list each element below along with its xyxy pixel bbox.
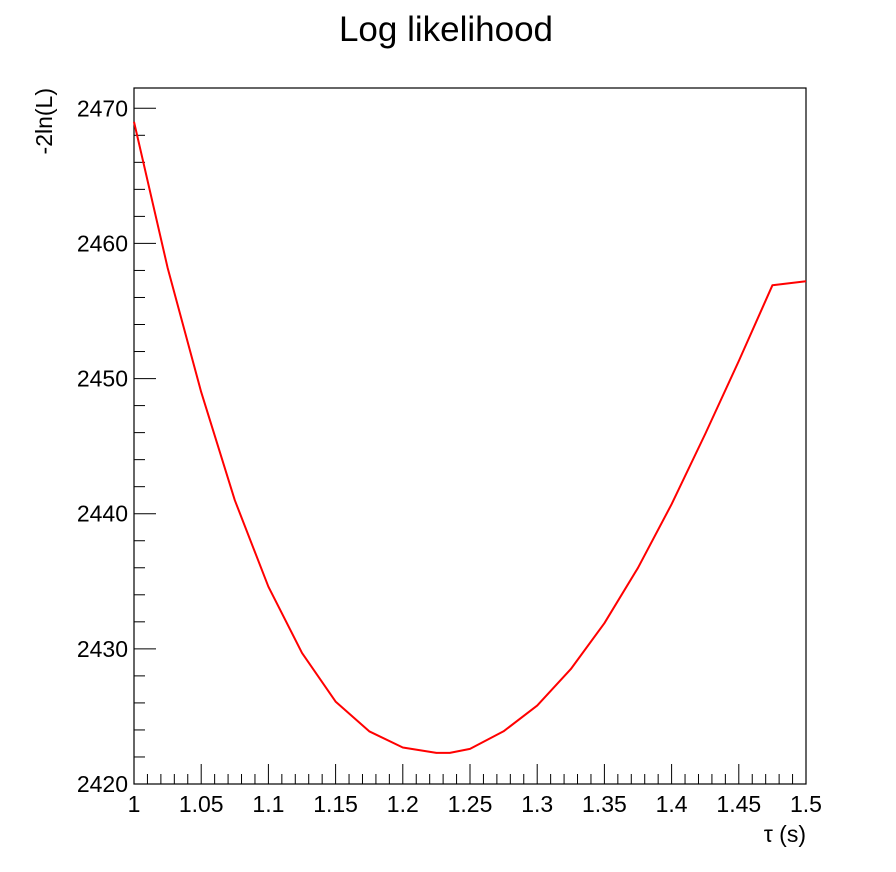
chart-title: Log likelihood bbox=[339, 10, 553, 49]
x-tick-label: 1.2 bbox=[387, 791, 419, 817]
y-tick-label: 2430 bbox=[77, 636, 128, 662]
x-tick-label: 1.35 bbox=[582, 791, 627, 817]
series-group bbox=[133, 121, 807, 754]
y-tick-label: 2460 bbox=[77, 230, 128, 256]
x-tick-label: 1.5 bbox=[790, 791, 822, 817]
x-axis-title: τ (s) bbox=[764, 821, 806, 847]
x-tick-label: 1.3 bbox=[521, 791, 553, 817]
series-line bbox=[133, 121, 807, 754]
x-tick-label: 1.45 bbox=[716, 791, 761, 817]
x-axis-tick-labels: 1 1.05 1.1 1.15 1.2 1.25 1.3 1.35 1.4 1.45 1.5 bbox=[128, 791, 822, 817]
y-tick-label: 2420 bbox=[77, 771, 128, 797]
y-tick-label: 2450 bbox=[77, 366, 128, 392]
y-tick-label: 2440 bbox=[77, 501, 128, 527]
x-tick-label: 1.4 bbox=[656, 791, 688, 817]
x-axis-ticks bbox=[133, 764, 807, 784]
x-tick-label: 1.15 bbox=[313, 791, 358, 817]
x-tick-label: 1.05 bbox=[179, 791, 224, 817]
y-axis-tick-labels: 2420 2430 2440 2450 2460 2470 bbox=[77, 95, 128, 797]
y-axis-title: -2ln(L) bbox=[31, 88, 57, 154]
x-tick-label: 1 bbox=[128, 791, 141, 817]
x-tick-label: 1.1 bbox=[252, 791, 284, 817]
x-tick-label: 1.25 bbox=[448, 791, 493, 817]
y-axis-ticks bbox=[134, 107, 156, 785]
y-tick-label: 2470 bbox=[77, 95, 128, 121]
